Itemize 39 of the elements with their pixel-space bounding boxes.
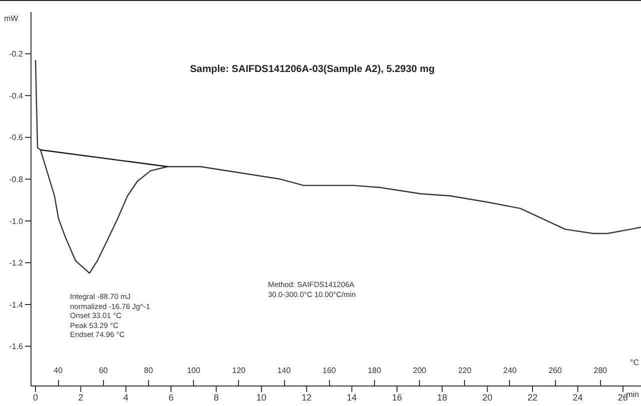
x2-tick-label: 220 [457, 366, 472, 375]
y-tick-label: -1.4 [9, 300, 24, 310]
y-tick-label: -1.2 [9, 258, 24, 268]
x2-tick-label: 140 [276, 366, 292, 375]
x-tick-label: 26 [618, 392, 628, 402]
x2-tick-label: 240 [502, 366, 518, 375]
x2-tick-label: 40 [52, 366, 64, 375]
x-tick-label: 8 [214, 392, 219, 402]
x2-tick-label: 120 [231, 366, 247, 375]
x-tick-label: 10 [256, 392, 266, 402]
x-tick-label: 12 [302, 392, 312, 402]
x-tick-label: 14 [346, 392, 357, 402]
x2-tick-label: 60 [98, 366, 109, 375]
x-tick-label: 20 [482, 392, 492, 402]
x2-tick-label: 280 [592, 366, 608, 375]
x2-tick-label: 160 [322, 366, 337, 375]
y-tick-label: -0.4 [9, 91, 24, 100]
y-tick-label: -0.2 [9, 50, 24, 59]
x-tick-label: 18 [437, 392, 448, 402]
y-tick-label: -0.8 [9, 174, 24, 184]
x2-tick-label: 180 [366, 366, 382, 375]
x2-tick-label: 100 [186, 366, 202, 375]
x-tick-label: 22 [528, 392, 538, 402]
x-tick-label: 4 [123, 392, 128, 402]
y-tick-label: -1.6 [9, 342, 24, 352]
x2-axis-title: °C [630, 358, 639, 367]
x2-tick-label: 260 [547, 366, 563, 375]
x-tick-label: 16 [392, 392, 402, 402]
x-tick-label: 6 [168, 392, 174, 402]
text: Sample: SAIFDS141206A-03(Sample A2), 5.2930 mg [190, 64, 435, 75]
y-tick-label: -0.6 [9, 133, 24, 142]
y-axis-title: mW [4, 14, 18, 23]
x-tick-label: 0 [33, 392, 38, 402]
x2-tick-label: 200 [412, 366, 428, 375]
x-tick-label: 24 [572, 392, 583, 402]
x-axis-title: min [626, 390, 639, 399]
y-tick-label: -1.0 [9, 216, 24, 226]
x2-tick-label: 80 [143, 366, 154, 375]
x-tick-label: 2 [78, 392, 84, 402]
